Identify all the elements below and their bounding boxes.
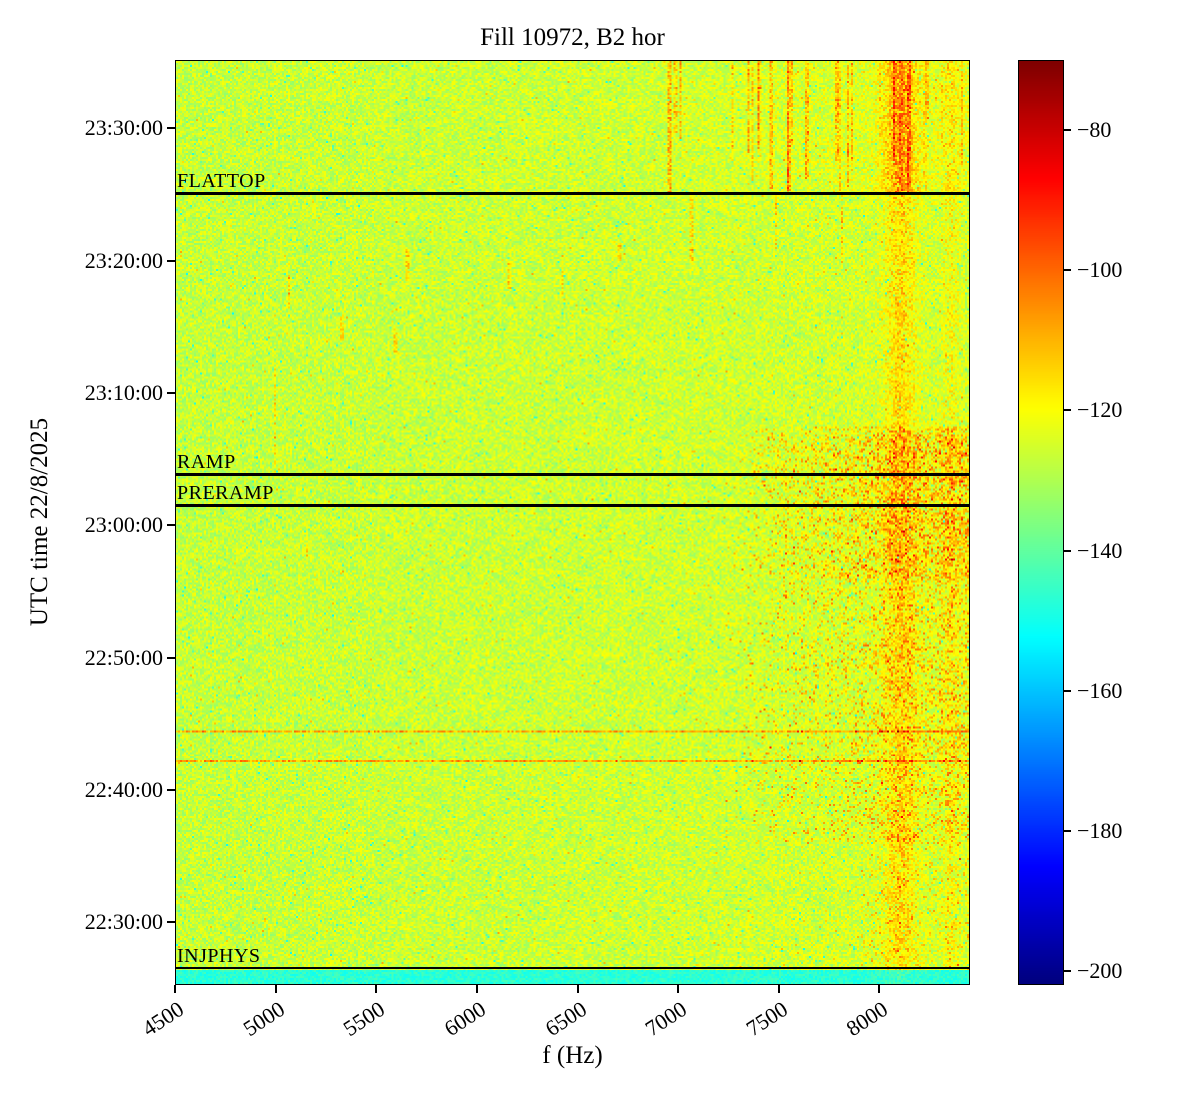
y-tick — [167, 921, 175, 924]
event-line-flattop — [175, 191, 970, 195]
y-tick — [167, 391, 175, 394]
y-tick-label: 22:30:00 — [84, 909, 163, 935]
x-tick — [677, 985, 680, 993]
y-tick — [167, 259, 175, 262]
event-line-injphys — [175, 967, 970, 970]
x-tick — [475, 985, 478, 993]
colorbar-tick-label: −140 — [1077, 537, 1123, 563]
y-tick — [167, 524, 175, 527]
colorbar — [1018, 60, 1064, 985]
y-tick — [167, 788, 175, 791]
colorbar-tick-label: −80 — [1077, 117, 1112, 143]
x-tick — [878, 985, 881, 993]
x-axis-label: f (Hz) — [542, 1042, 603, 1069]
colorbar-tick — [1064, 129, 1071, 132]
y-tick-label: 23:30:00 — [84, 115, 163, 141]
event-line-preramp — [175, 503, 970, 507]
colorbar-tick — [1064, 969, 1071, 972]
colorbar-tick — [1064, 829, 1071, 832]
x-tick — [174, 985, 176, 993]
colorbar-tick — [1064, 409, 1071, 412]
y-tick-label: 22:50:00 — [84, 644, 163, 670]
y-tick-label: 23:20:00 — [84, 247, 163, 273]
colorbar-tick-label: −200 — [1077, 957, 1123, 983]
colorbar-gradient — [1019, 61, 1063, 984]
colorbar-tick — [1064, 549, 1071, 552]
colorbar-tick-label: −160 — [1077, 677, 1123, 703]
colorbar-tick — [1064, 689, 1071, 692]
event-label-flattop: FLATTOP — [177, 169, 266, 192]
x-tick — [576, 985, 579, 993]
event-label-injphys: INJPHYS — [177, 945, 261, 968]
colorbar-tick-label: −100 — [1077, 257, 1123, 283]
y-tick — [167, 127, 175, 130]
colorbar-tick — [1064, 269, 1071, 272]
y-tick-label: 22:40:00 — [84, 776, 163, 802]
x-tick — [777, 985, 780, 993]
x-tick — [375, 985, 378, 993]
event-line-ramp — [175, 473, 970, 477]
chart-title: Fill 10972, B2 hor — [480, 24, 665, 51]
y-tick — [167, 656, 175, 659]
spectrogram-canvas — [176, 61, 969, 984]
x-tick — [274, 985, 277, 993]
colorbar-tick-label: −180 — [1077, 817, 1123, 843]
x-tick-label: 4500 — [137, 996, 189, 1042]
event-label-ramp: RAMP — [177, 451, 236, 474]
event-label-preramp: PRERAMP — [177, 481, 274, 504]
y-tick-label: 23:00:00 — [84, 512, 163, 538]
colorbar-tick-label: −120 — [1077, 397, 1123, 423]
y-tick-label: 23:10:00 — [84, 379, 163, 405]
spectrogram-plot — [175, 60, 970, 985]
